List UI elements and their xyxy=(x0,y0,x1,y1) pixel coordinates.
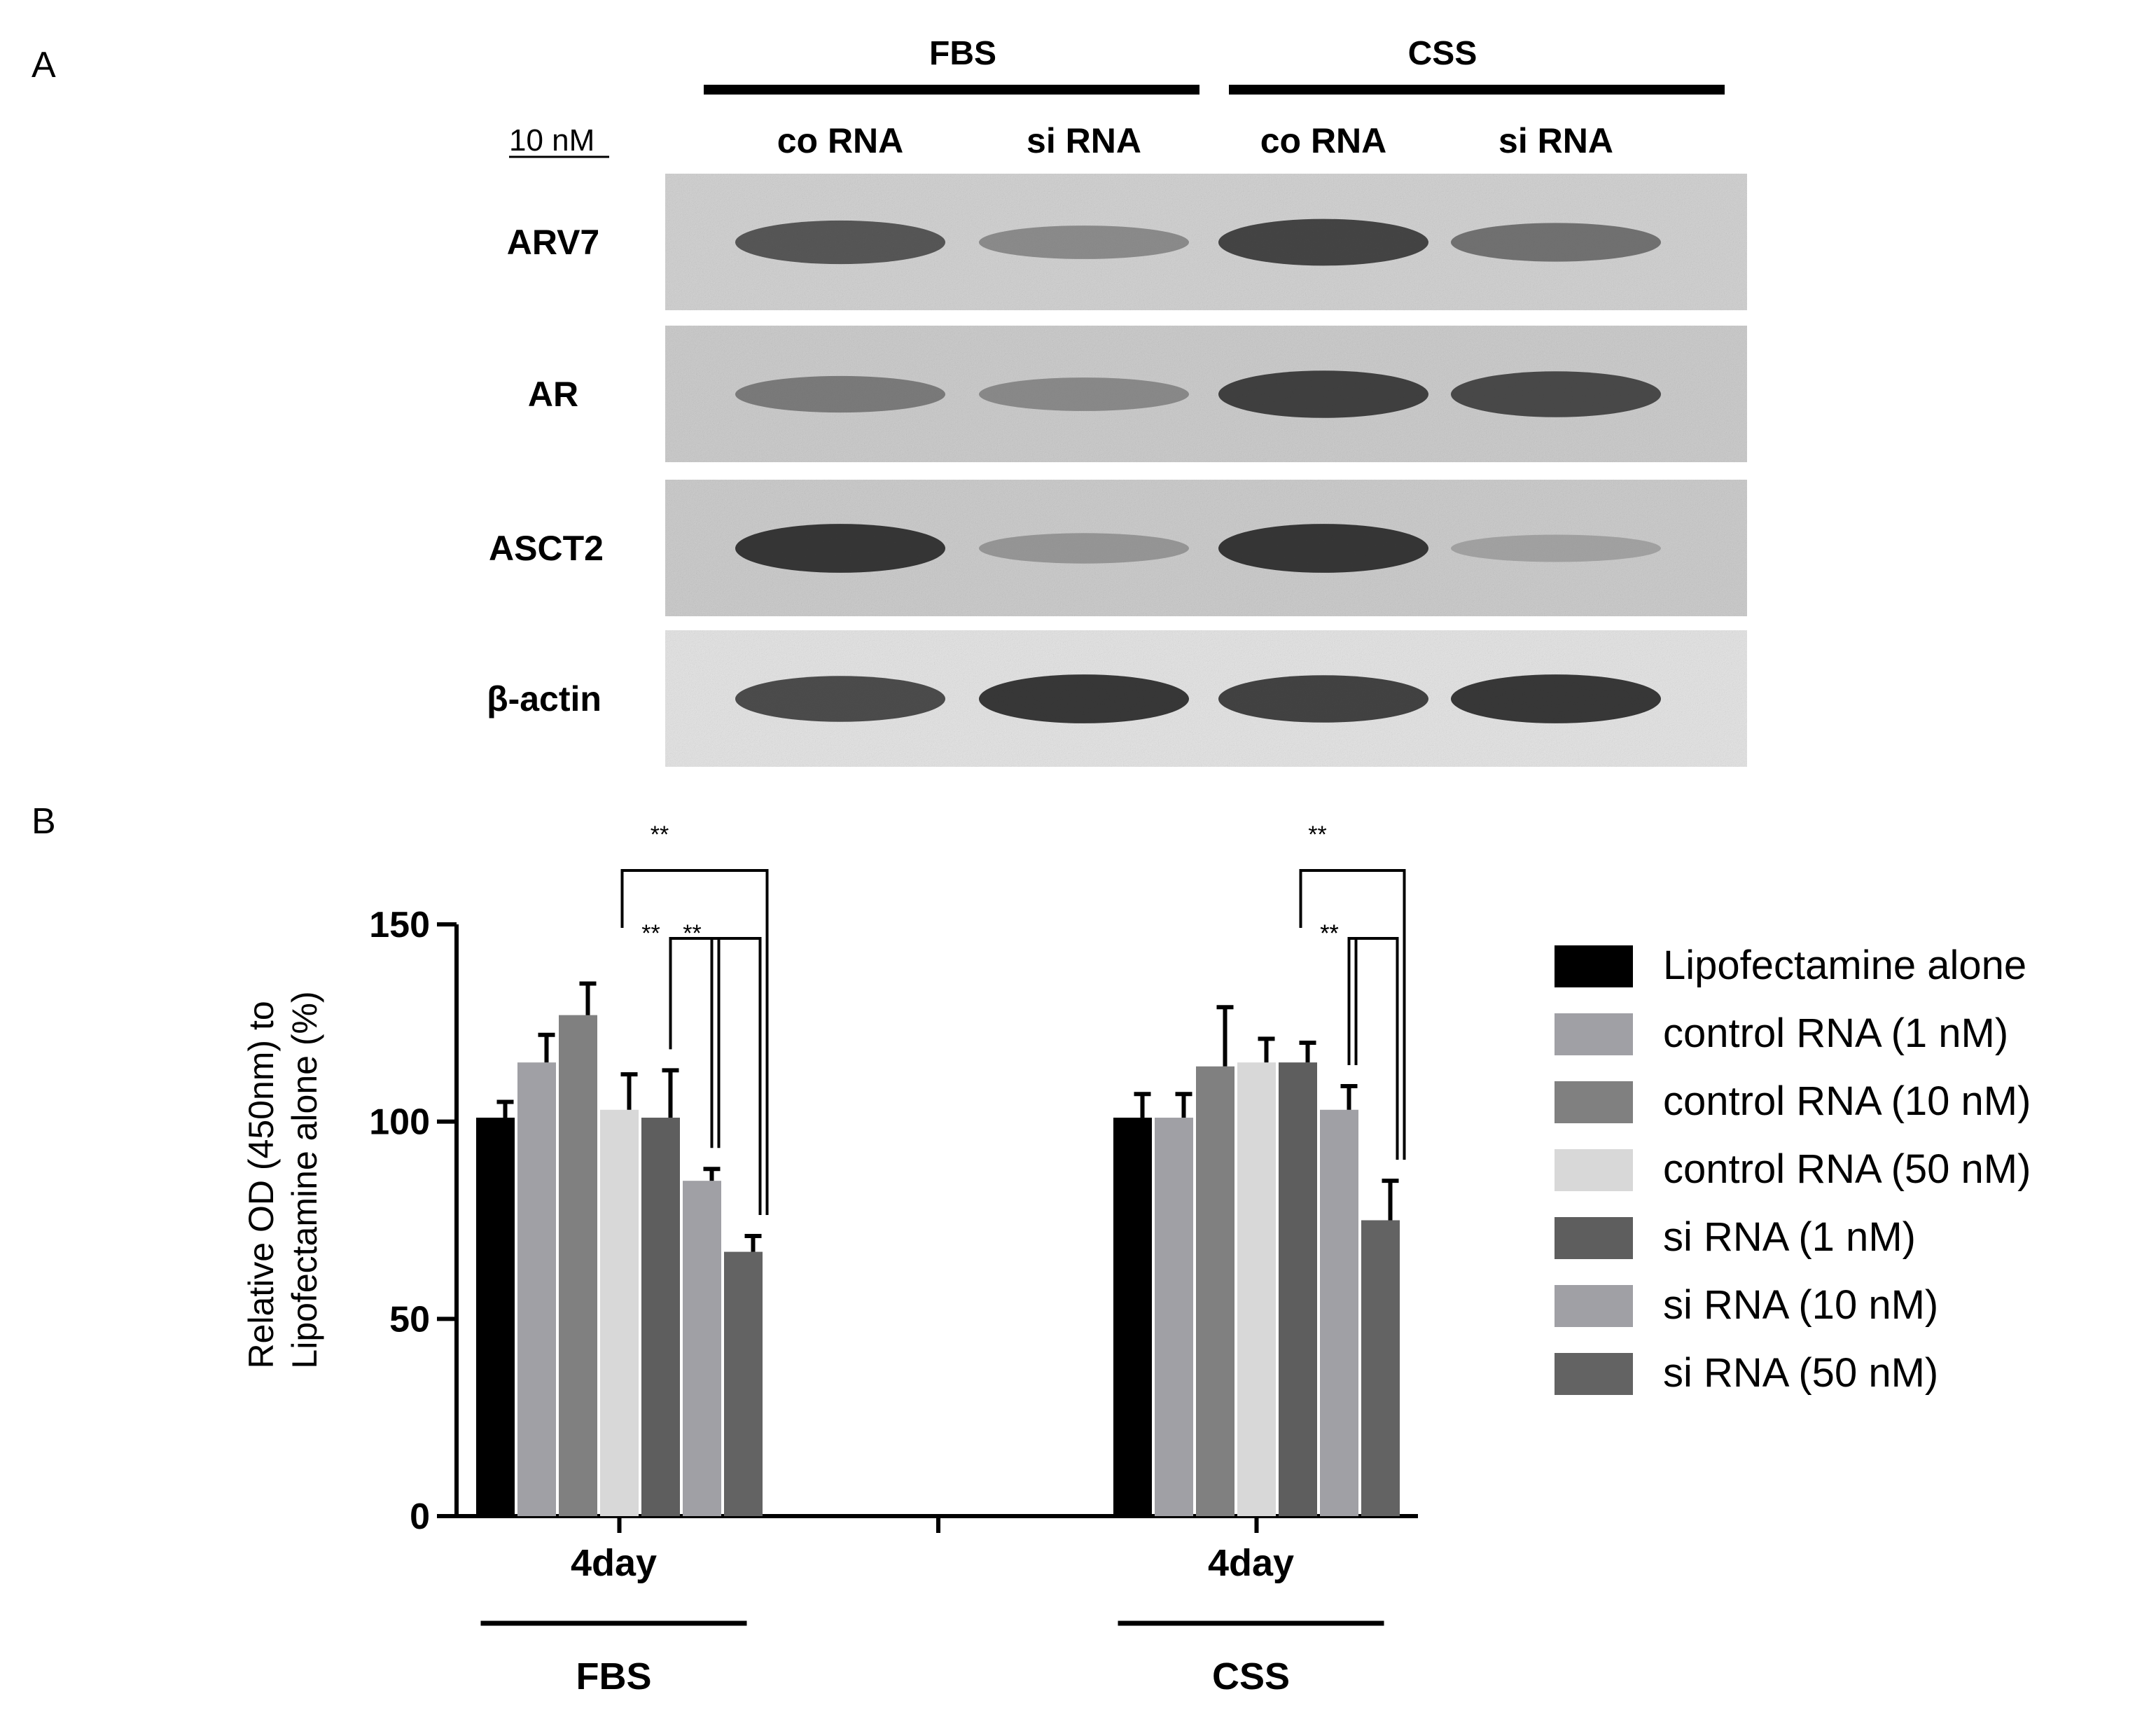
x-category-label: 4day xyxy=(571,1542,657,1584)
bar xyxy=(600,1109,639,1516)
bar xyxy=(1279,1062,1317,1516)
legend-swatch xyxy=(1555,1353,1633,1395)
significance-bracket xyxy=(710,937,762,1216)
blot-label: β-actin xyxy=(487,679,601,718)
legend-swatch xyxy=(1555,1013,1633,1055)
significance-label: ** xyxy=(641,920,660,947)
significance-label: ** xyxy=(1308,821,1326,848)
significance-bracket xyxy=(620,869,769,1216)
blot-label: AR xyxy=(528,375,578,414)
lane-label-4: si RNA xyxy=(1498,121,1613,160)
significance-label: ** xyxy=(683,920,701,947)
legend-label: control RNA (50 nM) xyxy=(1663,1146,2031,1192)
legend-label: Lipofectamine alone xyxy=(1663,943,2026,988)
blot-band xyxy=(1451,371,1661,417)
blot-band xyxy=(979,533,1189,564)
blot-band xyxy=(1218,370,1428,418)
western-blots: ARV7 AR ASCT2 β-actin xyxy=(487,174,1747,767)
legend-label: si RNA (50 nM) xyxy=(1663,1350,1938,1396)
y-tick-label: 50 xyxy=(389,1299,430,1340)
blot-band xyxy=(1451,674,1661,723)
blot-band xyxy=(1218,675,1428,723)
bar xyxy=(1320,1109,1358,1516)
bar xyxy=(683,1181,721,1516)
bar xyxy=(1361,1220,1400,1516)
panel-a: A FBS CSS 10 nM co RNA si RNA co RNA si … xyxy=(32,35,1747,767)
bar xyxy=(559,1015,597,1516)
blot-band xyxy=(735,524,945,573)
blot-band xyxy=(735,375,945,413)
legend-label: control RNA (1 nM) xyxy=(1663,1011,2008,1056)
legend: Lipofectamine alone control RNA (1 nM) con… xyxy=(1555,943,2031,1396)
legend-label: si RNA (10 nM) xyxy=(1663,1282,1938,1328)
significance-bracket xyxy=(1299,869,1406,1160)
panel-b-label: B xyxy=(32,801,56,842)
blot-band xyxy=(979,377,1189,411)
bar xyxy=(641,1118,680,1516)
blot-label: ARV7 xyxy=(507,223,599,262)
legend-swatch xyxy=(1555,1217,1633,1259)
lane-label-2: si RNA xyxy=(1027,121,1141,160)
condition-label-fbs: FBS xyxy=(929,35,996,72)
legend-label: si RNA (1 nM) xyxy=(1663,1214,1916,1260)
blot-band xyxy=(1451,223,1661,262)
y-axis-title-line-1: Relative OD (450nm) to xyxy=(242,1001,281,1368)
y-axis-title-line-2: Lipofectamine alone (%) xyxy=(285,991,324,1368)
blot-band xyxy=(735,220,945,265)
significance-label: ** xyxy=(1320,920,1338,947)
x-category-label: 4day xyxy=(1208,1542,1294,1584)
blot-band xyxy=(1451,534,1661,562)
blot-band xyxy=(979,674,1189,723)
bar xyxy=(1196,1066,1235,1516)
legend-swatch xyxy=(1555,1149,1633,1191)
bar xyxy=(1113,1118,1152,1516)
blot-band xyxy=(1218,524,1428,573)
condition-label-css: CSS xyxy=(1408,35,1477,72)
legend-swatch xyxy=(1555,1081,1633,1123)
blot-band xyxy=(1218,218,1428,266)
bar xyxy=(517,1062,556,1516)
group-label: CSS xyxy=(1212,1655,1290,1697)
significance-bracket xyxy=(1347,937,1399,1160)
y-axis-title: Relative OD (450nm) to Lipofectamine alo… xyxy=(242,991,324,1368)
lane-label-3: co RNA xyxy=(1260,121,1387,160)
bar xyxy=(1155,1118,1193,1516)
blot-label: ASCT2 xyxy=(489,529,604,568)
group-label: FBS xyxy=(576,1655,652,1697)
significance-label: ** xyxy=(1320,920,1338,947)
significance-bracket xyxy=(669,937,721,1148)
y-tick-label: 0 xyxy=(410,1497,430,1537)
legend-swatch xyxy=(1555,1285,1633,1327)
y-tick-label: 150 xyxy=(369,905,430,945)
legend-swatch xyxy=(1555,945,1633,987)
bar xyxy=(724,1251,763,1516)
significance-label: ** xyxy=(651,821,669,848)
lane-label-1: co RNA xyxy=(777,121,904,160)
dose-label: 10 nM xyxy=(509,123,594,158)
blot-band xyxy=(735,676,945,722)
blot-band xyxy=(979,225,1189,259)
legend-label: control RNA (10 nM) xyxy=(1663,1078,2031,1124)
bar xyxy=(1237,1062,1276,1516)
bar xyxy=(476,1118,515,1516)
y-tick-label: 100 xyxy=(369,1102,430,1143)
panel-a-label: A xyxy=(32,45,56,85)
